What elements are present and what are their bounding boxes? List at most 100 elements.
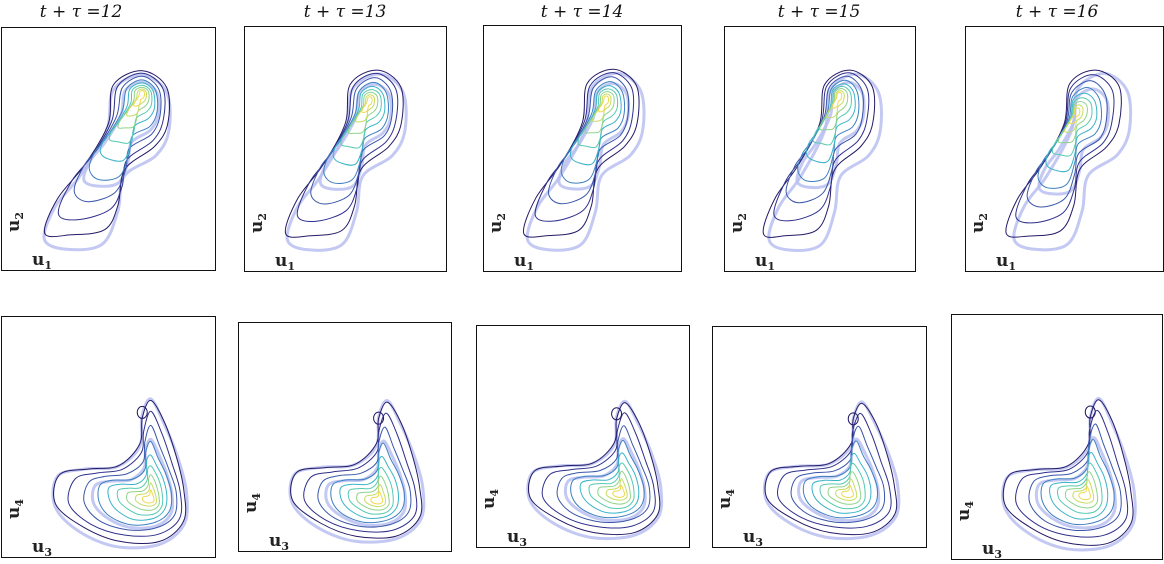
density-contour: [1002, 399, 1134, 546]
panel-r2-c1: u3 u4: [1, 316, 216, 559]
density-contour: [1040, 439, 1115, 526]
density-contour: [1084, 405, 1096, 419]
reference-contour: [1001, 396, 1137, 552]
panel-frame: [712, 326, 927, 548]
panel-r1-c4: u1 u2: [724, 26, 916, 273]
density-contour: [1056, 462, 1103, 514]
x-axis-label: u3: [507, 527, 527, 549]
density-contour: [773, 72, 870, 222]
density-contour: [141, 489, 155, 504]
density-contour: [579, 452, 640, 514]
density-contour: [1037, 86, 1103, 189]
reference-contour: [797, 437, 881, 523]
y-axis-label: u2: [486, 213, 508, 233]
density-contour: [569, 85, 622, 166]
density-contour: [584, 91, 615, 134]
density-contour: [1026, 80, 1108, 208]
panel-title: t + τ =12: [40, 2, 123, 22]
panel-r2-c5: u3 u4: [951, 314, 1163, 561]
density-contour: [284, 69, 404, 238]
panel-frame: [483, 25, 682, 272]
density-contour: [88, 79, 159, 181]
panel-r1-c2: u1 u2: [244, 26, 447, 273]
density-contour: [99, 82, 156, 162]
x-axis-label: u1: [32, 250, 52, 272]
density-contour: [1045, 92, 1098, 173]
reference-contour: [526, 399, 664, 541]
y-axis-label: u4: [479, 489, 501, 509]
panel-r2-c4: u3 u4: [712, 326, 927, 549]
density-contour: [290, 401, 423, 539]
density-contour: [43, 70, 171, 238]
x-axis-label: u1: [275, 251, 295, 273]
panel-r2-c3: u3 u4: [476, 325, 690, 549]
density-contour: [1078, 485, 1091, 501]
density-contour: [556, 425, 651, 524]
density-contour: [802, 440, 879, 519]
panel-frame: [1, 27, 216, 271]
density-contour: [1015, 409, 1129, 538]
x-axis-label: u3: [982, 539, 1002, 561]
density-contour: [547, 76, 630, 205]
density-contour: [560, 81, 626, 184]
density-contour: [597, 95, 610, 113]
density-contour: [522, 68, 640, 238]
density-contour: [819, 462, 866, 510]
density-contour: [323, 81, 389, 184]
panel-r2-c2: u3 u4: [238, 322, 452, 553]
density-contour: [592, 93, 612, 122]
density-contour: [317, 426, 412, 528]
panel-title: t + τ =14: [541, 2, 624, 22]
density-contour: [136, 405, 148, 419]
density-contour: [370, 490, 384, 505]
y-axis-label: u4: [4, 499, 26, 519]
density-contour: [73, 75, 162, 203]
density-contour: [67, 410, 183, 537]
density-contour: [57, 72, 166, 221]
reference-contour: [288, 399, 426, 544]
panel-title: t + τ =15: [778, 2, 861, 22]
density-contour: [577, 88, 619, 149]
y-axis-label: u2: [968, 213, 990, 233]
panel-r1-c5: u1 u2: [965, 26, 1164, 273]
x-axis-label: u3: [743, 527, 763, 549]
y-axis-label: u4: [715, 489, 737, 509]
density-contour: [541, 412, 656, 529]
panel-r1-c3: u1 u2: [483, 25, 682, 273]
density-contour: [97, 440, 173, 526]
y-axis-label: u2: [4, 212, 26, 232]
density-contour: [835, 478, 858, 501]
density-contour: [134, 482, 157, 507]
density-contour: [347, 91, 379, 135]
density-contour: [1069, 107, 1081, 125]
reference-contour: [762, 400, 901, 541]
x-axis-label: u1: [996, 251, 1016, 273]
reference-contour: [1037, 87, 1110, 196]
x-axis-label: u3: [32, 537, 52, 559]
reference-contour: [324, 439, 408, 527]
density-contour: [339, 456, 400, 519]
density-contour: [811, 452, 872, 514]
density-contour: [777, 412, 892, 529]
panel-frame: [244, 26, 447, 272]
reference-contour: [563, 437, 647, 522]
panel-frame: [724, 26, 916, 272]
density-contour: [827, 471, 862, 505]
density-contour: [347, 466, 394, 515]
reference-contour: [90, 437, 175, 530]
density-contour: [310, 77, 394, 205]
x-axis-label: u3: [269, 531, 289, 553]
density-contour: [117, 86, 150, 129]
density-contour: [605, 478, 628, 501]
density-contour: [1028, 423, 1122, 532]
density-contour: [527, 402, 661, 536]
x-axis-label: u1: [514, 251, 534, 273]
density-contour: [108, 84, 153, 144]
density-contour: [126, 88, 148, 117]
density-contour: [83, 424, 178, 531]
density-contour: [340, 89, 382, 149]
x-axis-label: u1: [755, 251, 775, 273]
density-contour: [126, 474, 160, 511]
density-contour: [133, 90, 146, 107]
